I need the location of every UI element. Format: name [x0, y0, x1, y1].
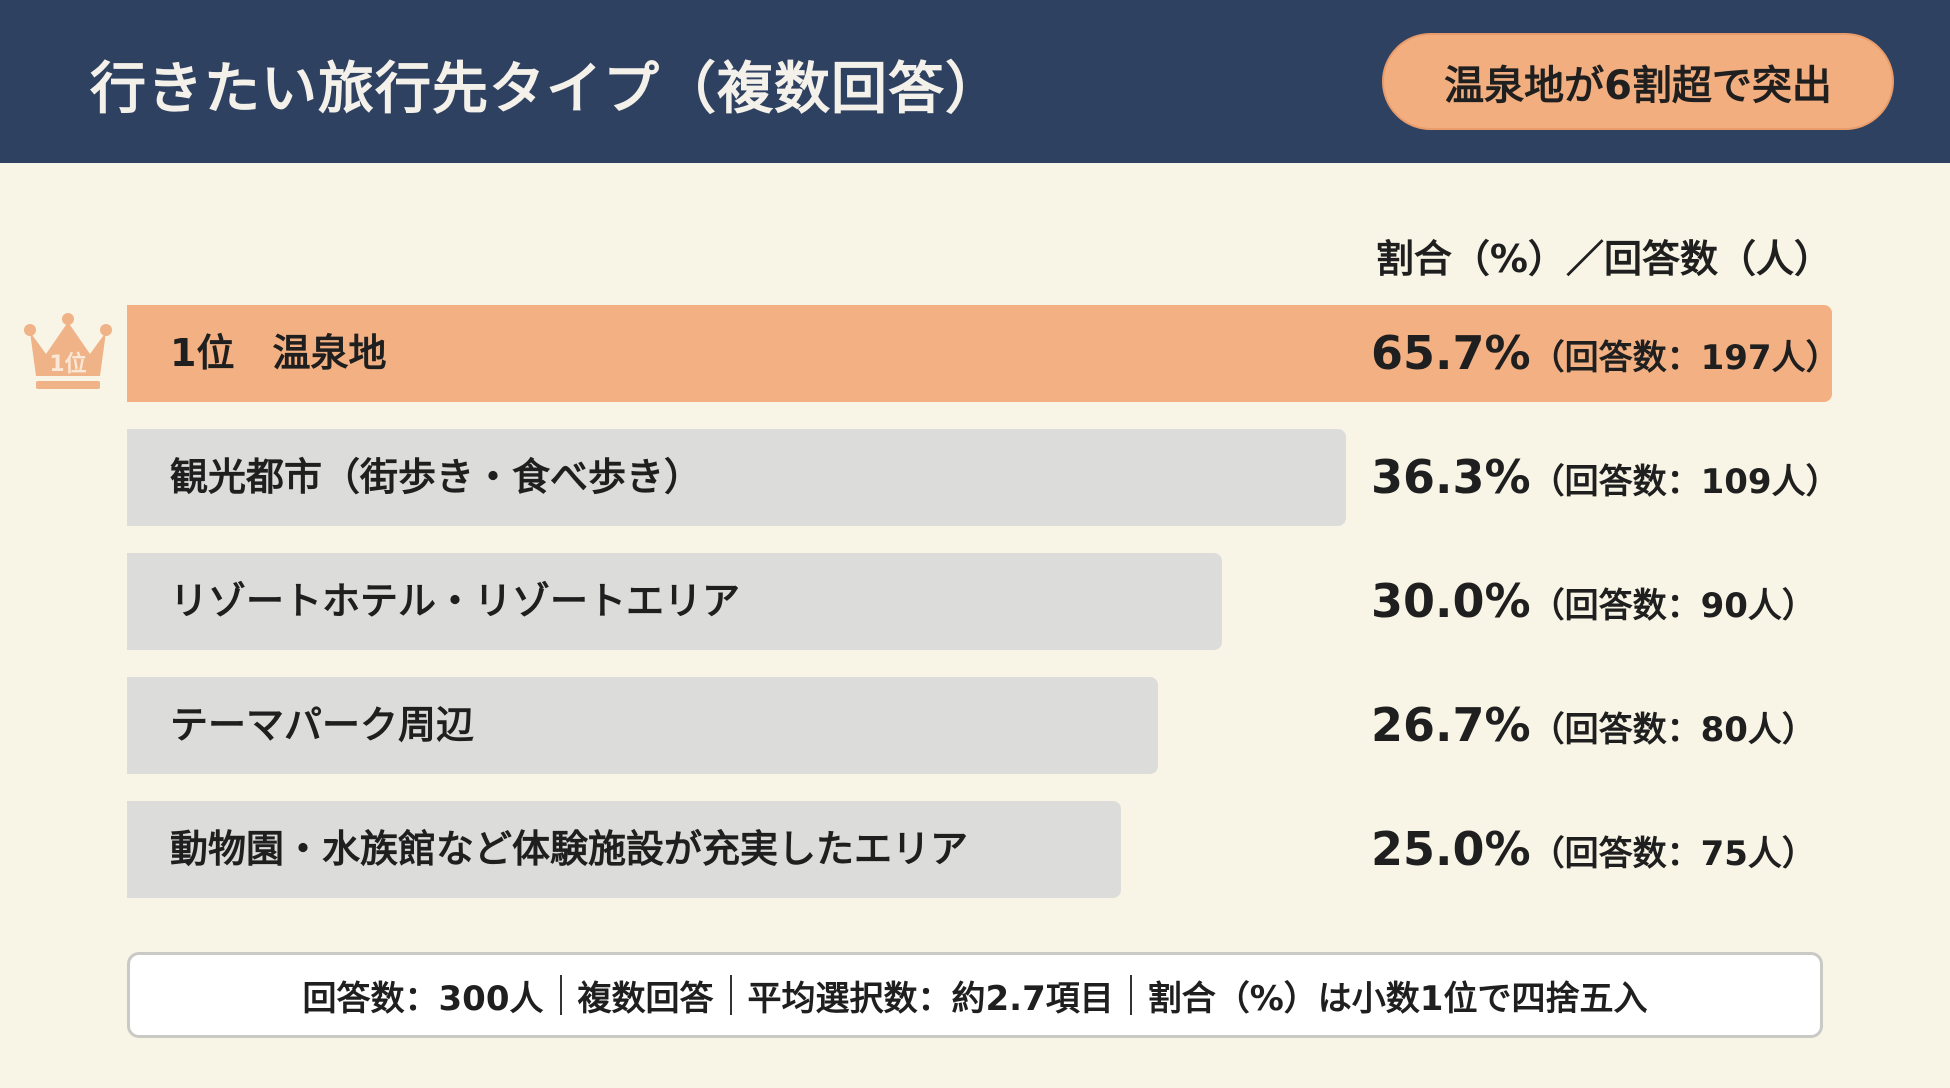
- bar: [127, 677, 1158, 774]
- column-header: 割合（%）／回答数（人）: [1375, 237, 1832, 281]
- percent-label: 26.7%: [1371, 698, 1531, 752]
- percent-label: 65.7%: [1371, 326, 1531, 380]
- bar-label: 観光都市（街歩き・食べ歩き）: [170, 455, 703, 499]
- value-label: 25.0%（回答数：75人）: [1371, 801, 1816, 908]
- footer-item: 割合（%）は小数1位で四捨五入: [1147, 978, 1648, 1019]
- count-label: （回答数：90人）: [1530, 586, 1816, 626]
- value-label: 30.0%（回答数：90人）: [1371, 553, 1816, 660]
- crown-icon: 1位: [24, 313, 112, 389]
- page-title: 行きたい旅行先タイプ（複数回答）: [90, 57, 1002, 122]
- footer-item: 平均選択数：約2.7項目: [747, 978, 1114, 1019]
- bar-label: 1位 温泉地: [170, 331, 387, 375]
- count-label: （回答数：80人）: [1530, 710, 1816, 750]
- bar-label: 動物園・水族館など体験施設が充実したエリア: [170, 827, 969, 871]
- divider: [559, 975, 562, 1015]
- bar: [127, 801, 1121, 898]
- bar: [127, 305, 1832, 402]
- value-label: 36.3%（回答数：109人）: [1371, 429, 1840, 536]
- bar: [127, 553, 1222, 650]
- value-label: 65.7%（回答数：197人）: [1371, 305, 1840, 412]
- footer-item: 回答数：300人: [302, 978, 544, 1019]
- footer-note: 回答数：300人 複数回答 平均選択数：約2.7項目 割合（%）は小数1位で四捨五入: [127, 952, 1823, 1038]
- count-label: （回答数：197人）: [1530, 338, 1840, 378]
- percent-label: 36.3%: [1371, 450, 1531, 504]
- header-bar: 行きたい旅行先タイプ（複数回答） 温泉地が6割超で突出: [0, 0, 1950, 163]
- percent-label: 25.0%: [1371, 822, 1531, 876]
- percent-label: 30.0%: [1371, 574, 1531, 628]
- divider: [1129, 975, 1132, 1015]
- count-label: （回答数：109人）: [1530, 462, 1840, 502]
- highlight-badge: 温泉地が6割超で突出: [1382, 33, 1894, 130]
- value-label: 26.7%（回答数：80人）: [1371, 677, 1816, 784]
- bar: [127, 429, 1346, 526]
- count-label: （回答数：75人）: [1530, 834, 1816, 874]
- divider: [729, 975, 732, 1015]
- bar-label: テーマパーク周辺: [170, 703, 475, 747]
- bar-label: リゾートホテル・リゾートエリア: [170, 579, 741, 623]
- rank-label: 1位: [49, 351, 86, 377]
- footer-item: 複数回答: [577, 978, 714, 1019]
